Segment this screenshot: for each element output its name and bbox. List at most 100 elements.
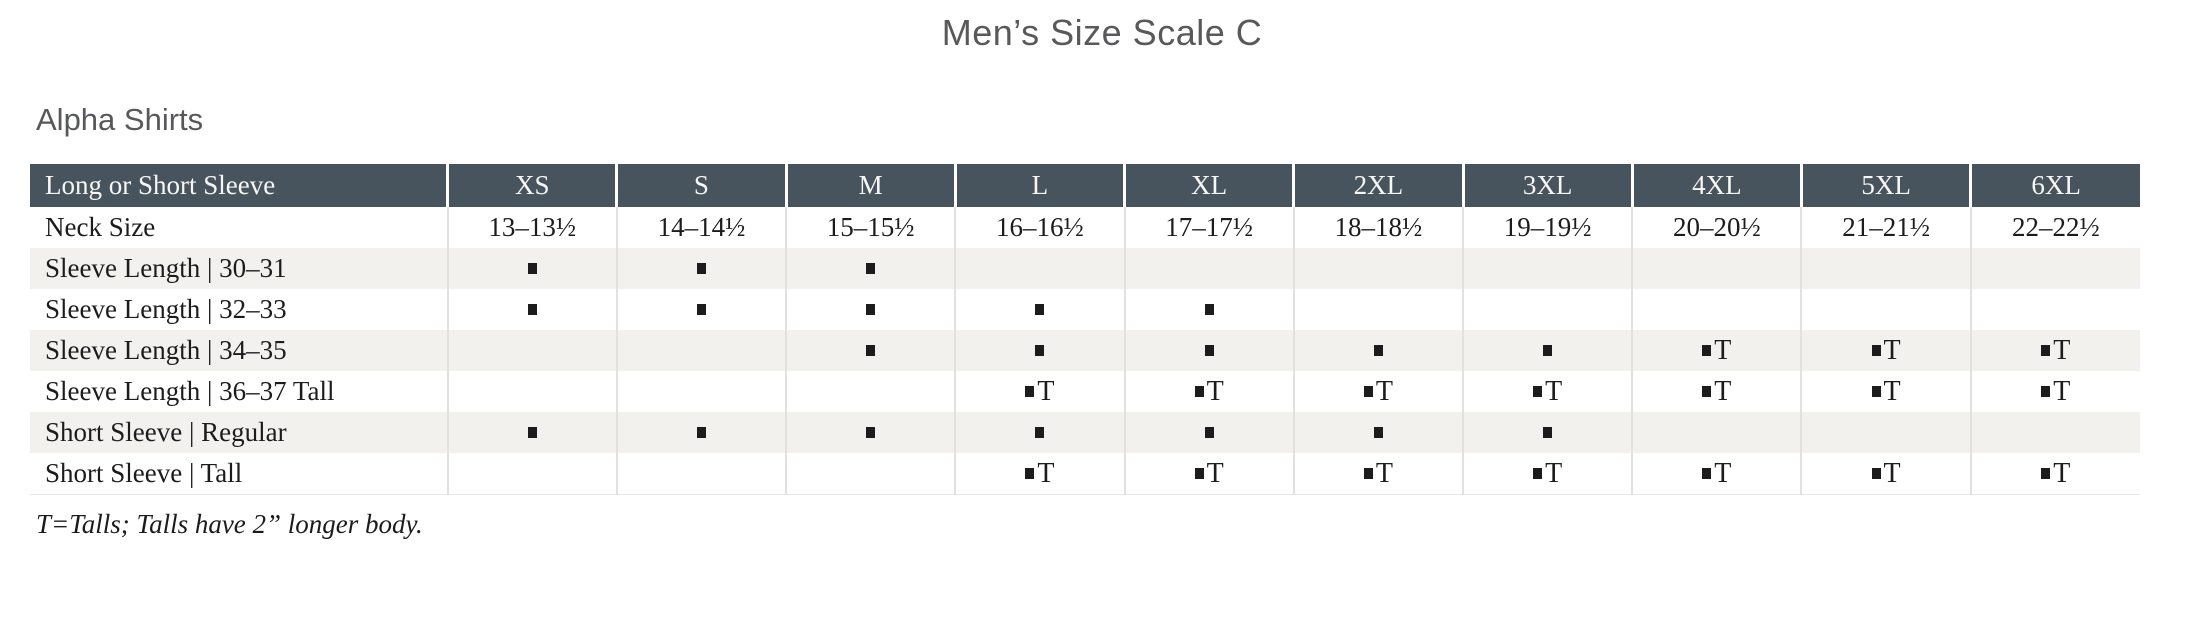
size-cell: T xyxy=(1292,371,1463,412)
size-cell xyxy=(1123,248,1294,289)
tall-indicator: T xyxy=(1545,375,1563,407)
size-cell: T xyxy=(1461,453,1633,495)
size-cell: 16–16½ xyxy=(954,207,1125,248)
header-size-5xl: 5XL xyxy=(1799,164,1971,207)
size-cell: T xyxy=(1969,453,2140,495)
tall-indicator: T xyxy=(1037,375,1055,407)
availability-marker-icon xyxy=(866,427,876,438)
availability-marker-icon xyxy=(1363,385,1373,397)
row-label: Short Sleeve | Tall xyxy=(30,453,448,495)
availability-marker-icon xyxy=(866,345,876,356)
size-cell: 20–20½ xyxy=(1631,207,1802,248)
size-cell xyxy=(954,289,1125,330)
header-size-xs: XS xyxy=(446,164,617,207)
availability-marker-icon xyxy=(1025,467,1035,479)
size-cell xyxy=(446,453,617,495)
availability-marker-icon xyxy=(527,304,537,315)
tall-indicator: T xyxy=(1545,457,1563,489)
tall-indicator: T xyxy=(1375,375,1393,407)
availability-marker-icon xyxy=(1871,467,1881,479)
tall-indicator: T xyxy=(2053,457,2071,489)
size-cell: T xyxy=(1123,371,1294,412)
availability-marker-icon xyxy=(1363,467,1373,479)
size-cell xyxy=(615,248,787,289)
size-cell: T xyxy=(1631,453,1802,495)
tall-indicator: T xyxy=(2053,334,2071,366)
tall-indicator: T xyxy=(1206,457,1224,489)
size-cell xyxy=(1631,289,1802,330)
row-label: Sleeve Length | 32–33 xyxy=(30,289,448,330)
size-cell: T xyxy=(1123,453,1294,495)
availability-marker-icon xyxy=(696,263,706,274)
size-cell: 18–18½ xyxy=(1292,207,1463,248)
size-cell xyxy=(785,453,956,495)
availability-marker-icon xyxy=(1533,385,1543,397)
size-cell xyxy=(615,289,787,330)
availability-marker-icon xyxy=(1373,345,1383,356)
availability-marker-icon xyxy=(1194,385,1204,397)
size-cell xyxy=(1123,412,1294,453)
availability-marker-icon xyxy=(2041,385,2051,397)
size-cell xyxy=(1631,248,1802,289)
header-size-2xl: 2XL xyxy=(1292,164,1463,207)
availability-marker-icon xyxy=(2041,467,2051,479)
availability-marker-icon xyxy=(1543,345,1553,356)
size-cell: T xyxy=(1800,330,1971,371)
table-row: Short Sleeve | Tall T T T T T T T xyxy=(30,453,2140,495)
size-cell xyxy=(1631,412,1802,453)
size-cell xyxy=(1800,248,1971,289)
size-cell xyxy=(785,371,956,412)
size-cell xyxy=(1292,412,1463,453)
size-cell xyxy=(954,412,1125,453)
availability-marker-icon xyxy=(1204,427,1214,438)
availability-marker-icon xyxy=(1702,344,1712,356)
tall-footnote: T=Talls; Talls have 2” longer body. xyxy=(36,509,423,539)
header-size-s: S xyxy=(615,164,787,207)
availability-marker-icon xyxy=(527,263,537,274)
availability-marker-icon xyxy=(2041,344,2051,356)
header-row: Long or Short Sleeve XS S M L XL 2XL 3XL 4XL 5XL 6… xyxy=(30,164,2140,207)
availability-marker-icon xyxy=(1025,385,1035,397)
size-cell: T xyxy=(1631,330,1802,371)
section-heading-alpha-shirts: Alpha Shirts xyxy=(36,102,204,137)
tall-indicator: T xyxy=(1714,457,1732,489)
size-cell xyxy=(1461,330,1633,371)
size-cell xyxy=(1123,330,1294,371)
size-cell xyxy=(1800,412,1971,453)
availability-marker-icon xyxy=(1373,427,1383,438)
size-cell: T xyxy=(1969,330,2140,371)
availability-marker-icon xyxy=(1204,304,1214,315)
size-cell xyxy=(615,371,787,412)
size-cell xyxy=(1292,289,1463,330)
size-cell xyxy=(954,330,1125,371)
size-cell: 22–22½ xyxy=(1969,207,2140,248)
availability-marker-icon xyxy=(1543,427,1553,438)
size-cell: T xyxy=(1461,371,1633,412)
size-cell xyxy=(954,248,1125,289)
size-cell xyxy=(1969,412,2140,453)
size-cell xyxy=(1969,248,2140,289)
table-row: Short Sleeve | Regular xyxy=(30,412,2140,453)
size-cell: T xyxy=(1800,371,1971,412)
size-cell xyxy=(1969,289,2140,330)
size-cell xyxy=(785,289,956,330)
size-cell xyxy=(446,412,617,453)
header-size-3xl: 3XL xyxy=(1461,164,1633,207)
size-cell: T xyxy=(1969,371,2140,412)
row-label: Short Sleeve | Regular xyxy=(30,412,448,453)
table-row: Sleeve Length | 32–33 xyxy=(30,289,2140,330)
size-cell: T xyxy=(1631,371,1802,412)
page-title: Men’s Size Scale C xyxy=(941,12,1263,53)
availability-marker-icon xyxy=(1204,345,1214,356)
size-cell: T xyxy=(1800,453,1971,495)
tall-indicator: T xyxy=(1714,375,1732,407)
availability-marker-icon xyxy=(866,304,876,315)
availability-marker-icon xyxy=(527,427,537,438)
tall-indicator: T xyxy=(1714,334,1732,366)
size-cell xyxy=(1123,289,1294,330)
availability-marker-icon xyxy=(696,304,706,315)
size-cell: T xyxy=(954,371,1125,412)
availability-marker-icon xyxy=(1702,467,1712,479)
size-cell: T xyxy=(1292,453,1463,495)
